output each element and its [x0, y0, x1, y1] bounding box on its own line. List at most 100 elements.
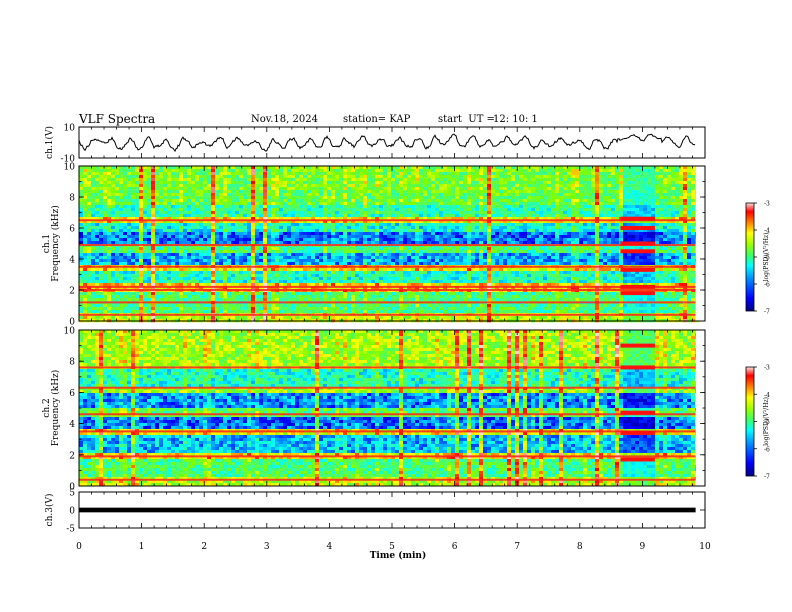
spectrogram-cell: [651, 178, 656, 182]
spectrogram-cell: [95, 184, 100, 188]
spectrogram-cell: [515, 226, 520, 230]
spectrogram-cell: [79, 208, 84, 212]
spectrogram-cell: [667, 229, 672, 233]
spectrogram-cell: [263, 193, 268, 197]
spectrogram-cell: [119, 253, 124, 257]
spectrogram-cell: [467, 196, 472, 200]
spectrogram-cell: [143, 238, 148, 242]
spectrogram-cell: [99, 196, 104, 200]
spectrogram-cell: [275, 238, 280, 242]
spectrogram-cell: [431, 166, 436, 170]
spectrogram-cell: [239, 214, 244, 218]
spectrogram-cell: [651, 214, 656, 218]
spectrogram-cell: [447, 220, 452, 224]
spectrogram-cell: [391, 235, 396, 239]
spectrogram-cell: [311, 211, 316, 215]
spectrogram-cell: [583, 190, 588, 194]
spectrogram-cell: [667, 232, 672, 236]
spectrogram-cell: [607, 196, 612, 200]
spectrogram-cell: [211, 202, 216, 206]
spectrogram-cell: [403, 172, 408, 176]
spectrogram-cell: [167, 220, 172, 224]
spectrogram-cell: [119, 190, 124, 194]
spectrogram-cell: [535, 172, 540, 176]
spectrogram-cell: [559, 166, 564, 170]
spectrogram-cell: [347, 250, 352, 254]
spectrogram-cell: [155, 199, 160, 203]
spectrogram-cell: [123, 262, 128, 266]
spectrogram-cell: [151, 232, 156, 236]
spectrogram-cell: [623, 253, 628, 257]
spectrogram-cell: [627, 193, 632, 197]
spectrogram-cell: [435, 202, 440, 206]
spectrogram-cell: [411, 241, 416, 245]
spectrogram-cell: [111, 169, 116, 173]
spectrogram-cell: [447, 259, 452, 263]
spectrogram-cell: [95, 205, 100, 209]
spectrogram-cell: [203, 256, 208, 260]
spectrogram-cell: [383, 238, 388, 242]
spectrogram-cell: [351, 187, 356, 191]
spectrogram-cell: [479, 169, 484, 173]
spectrogram-cell: [243, 259, 248, 263]
spectrogram-cell: [495, 223, 500, 227]
spectrogram-cell: [567, 253, 572, 257]
spectrogram-cell: [643, 259, 648, 263]
spectrogram-cell: [251, 184, 256, 188]
spectrogram-cell: [355, 238, 360, 242]
spectrogram-cell: [623, 166, 628, 170]
spectrogram-cell: [279, 175, 284, 179]
spectrogram-cell: [615, 172, 620, 176]
spectrogram-cell: [523, 226, 528, 230]
spectrogram-cell: [135, 175, 140, 179]
spectrogram-cell: [123, 190, 128, 194]
spectrogram-cell: [591, 226, 596, 230]
spectrogram-cell: [459, 217, 464, 221]
spectrogram-cell: [455, 256, 460, 260]
spectrogram-cell: [223, 181, 228, 185]
spectrogram-cell: [183, 175, 188, 179]
spectrogram-cell: [427, 181, 432, 185]
spectrogram-cell: [363, 190, 368, 194]
spectrogram-cell: [183, 226, 188, 230]
spectrogram-cell: [559, 253, 564, 257]
spectrogram-cell: [139, 259, 144, 263]
spectrogram-cell: [291, 256, 296, 260]
spectrogram-cell: [571, 226, 576, 230]
spectrogram-cell: [683, 172, 688, 176]
spectrogram-cell: [183, 238, 188, 242]
spectrogram-cell: [599, 253, 604, 257]
spectrogram-cell: [463, 202, 468, 206]
spectrogram-cell: [99, 172, 104, 176]
spectrogram-cell: [611, 190, 616, 194]
spectrogram-cell: [335, 214, 340, 218]
spectrogram-cell: [667, 253, 672, 257]
spectrogram-cell: [387, 259, 392, 263]
spectrogram-cell: [299, 208, 304, 212]
spectrogram-cell: [335, 166, 340, 170]
spectrogram-cell: [443, 250, 448, 254]
spectrogram-cell: [283, 259, 288, 263]
spectrogram-cell: [127, 235, 132, 239]
spectrogram-cell: [467, 211, 472, 215]
spectrogram-cell: [307, 259, 312, 263]
spectrogram-cell: [655, 250, 660, 254]
spectrogram-cell: [683, 211, 688, 215]
spectrogram-cell: [631, 199, 636, 203]
spectrogram-cell: [363, 181, 368, 185]
spectrogram-cell: [655, 226, 660, 230]
spectrogram-cell: [471, 211, 476, 215]
spectrogram-cell: [371, 175, 376, 179]
spectrogram-cell: [651, 199, 656, 203]
spectrogram-cell: [531, 232, 536, 236]
spectrogram-cell: [103, 214, 108, 218]
spectrogram-cell: [139, 202, 144, 206]
spectrogram-cell: [483, 199, 488, 203]
spectrogram-cell: [87, 211, 92, 215]
spectrogram-cell: [463, 232, 468, 236]
spectrogram-cell: [343, 241, 348, 245]
spectrogram-cell: [135, 187, 140, 191]
spectrogram-cell: [671, 226, 676, 230]
spectrogram-cell: [635, 187, 640, 191]
spectrogram-cell: [679, 172, 684, 176]
